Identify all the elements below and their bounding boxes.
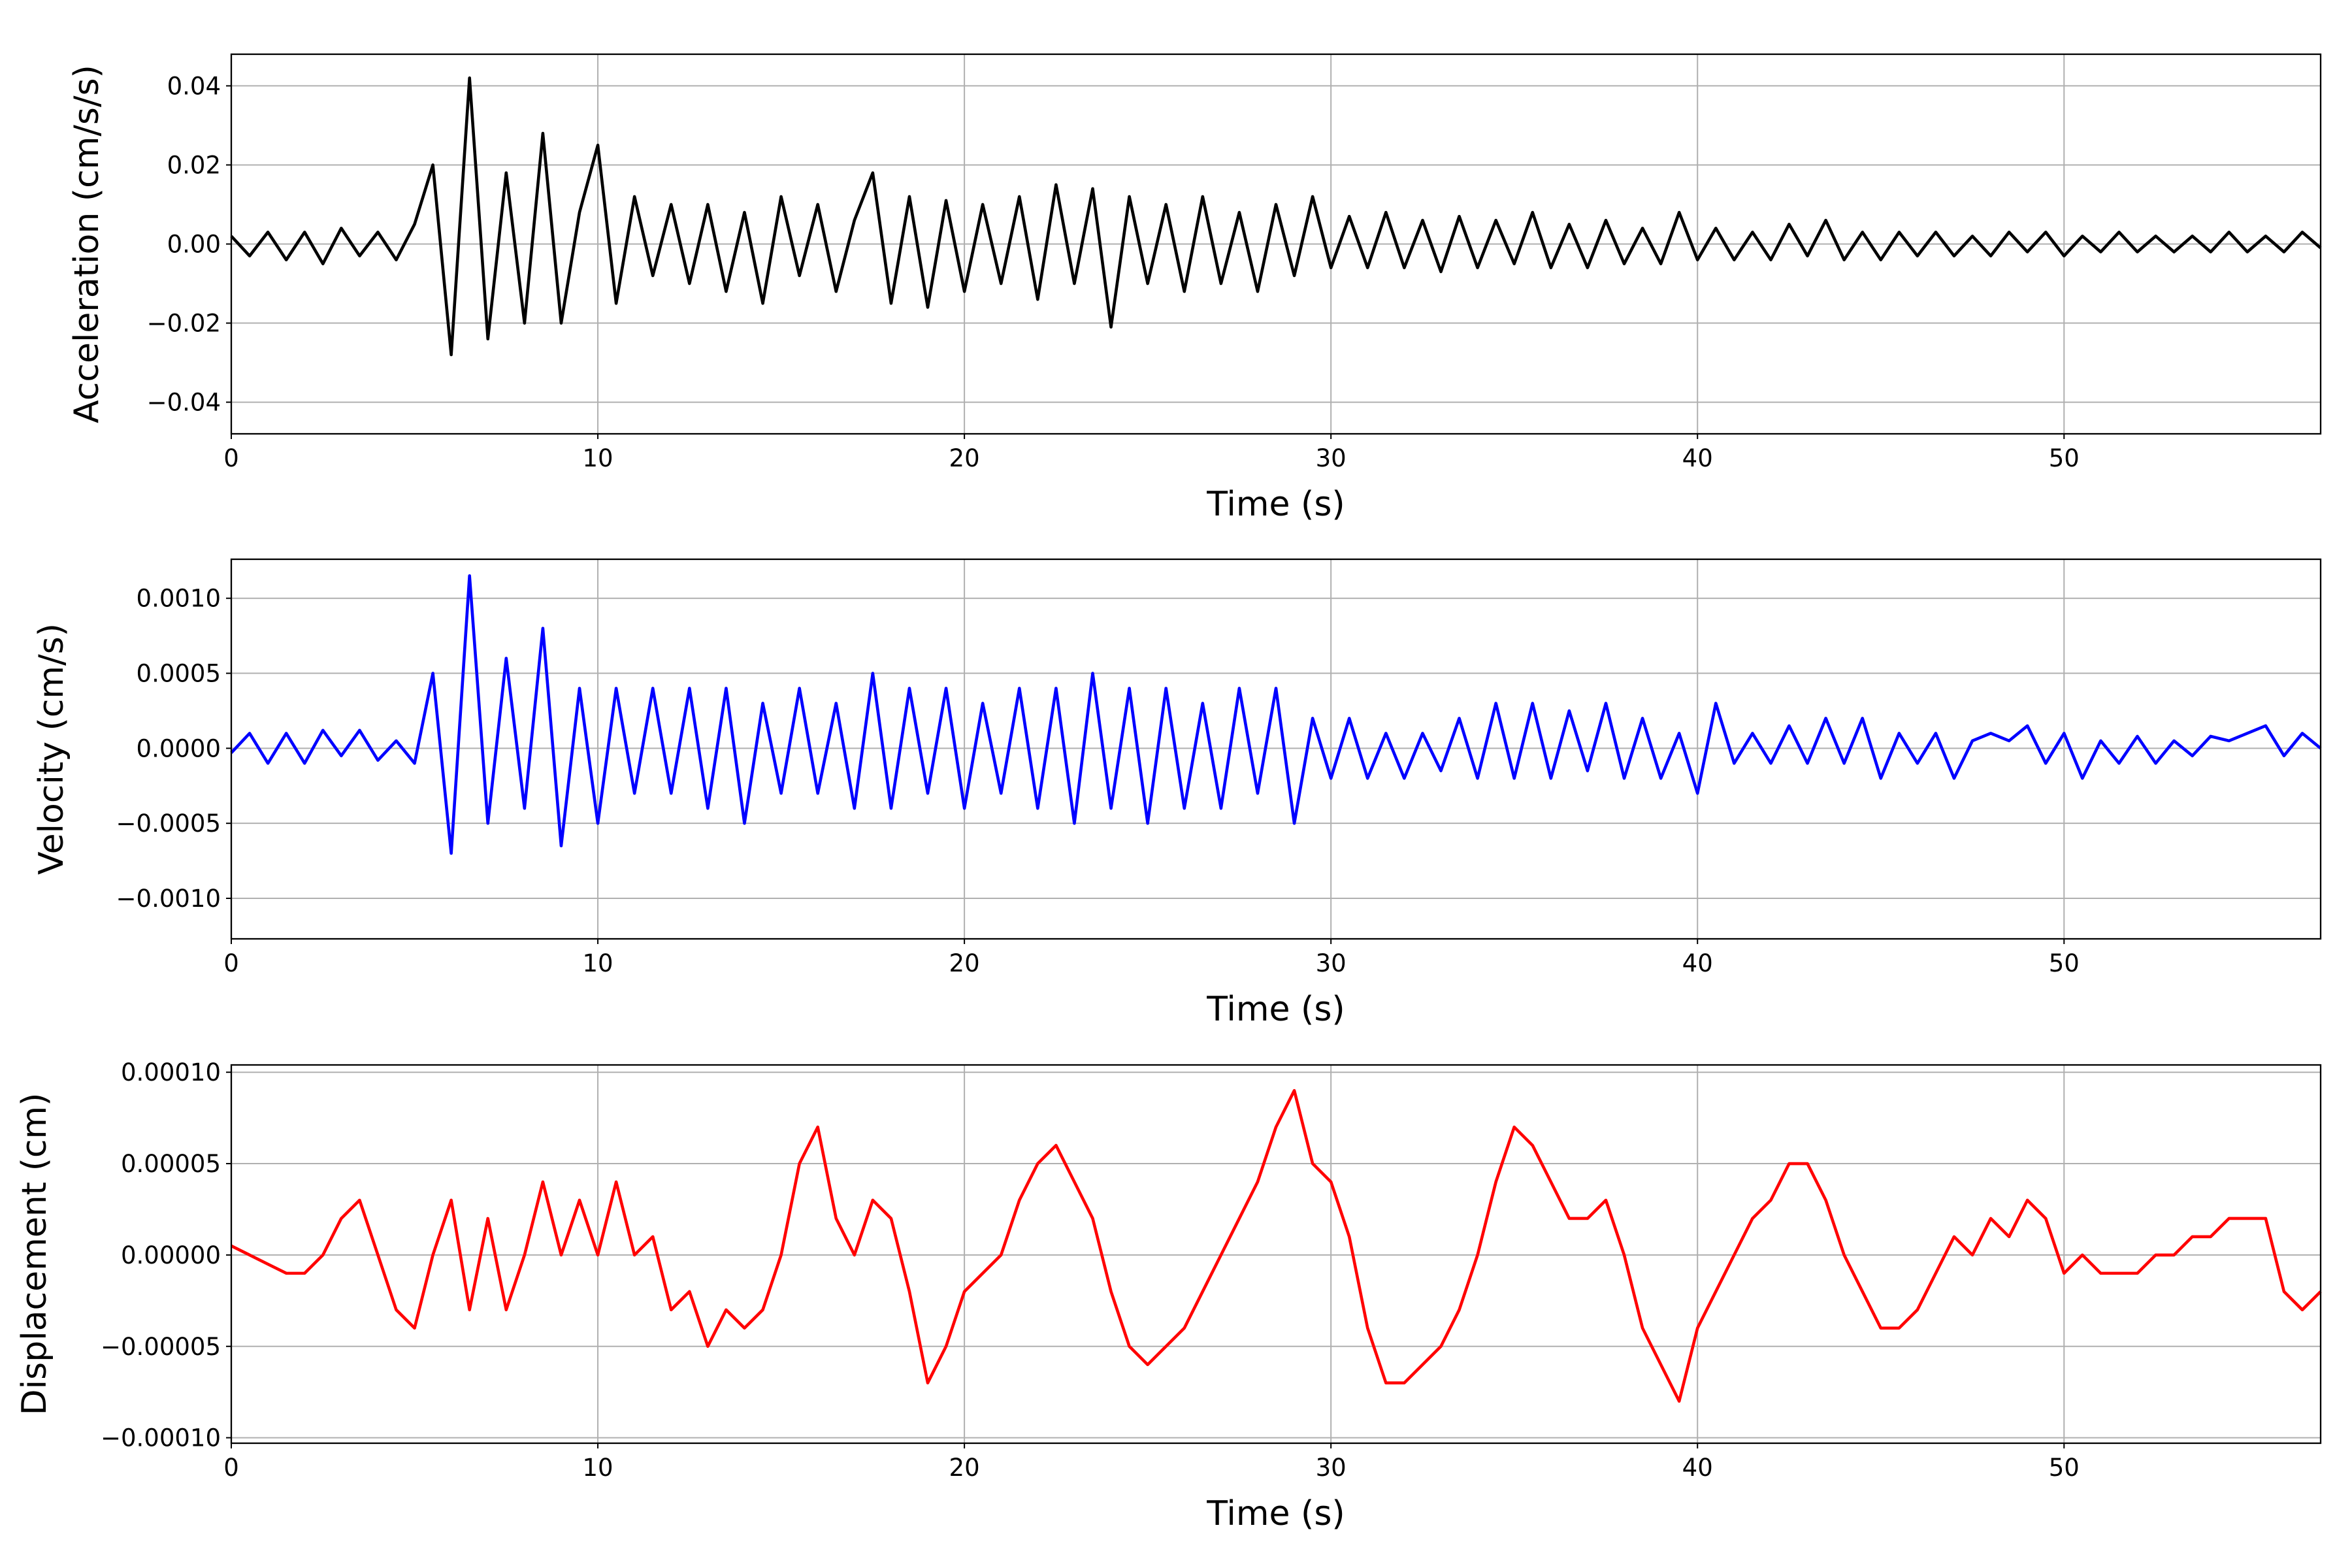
y-tick-label: −0.00010 (101, 1424, 221, 1452)
x-tick-label: 40 (1682, 1454, 1713, 1482)
y-tick-label: −0.0010 (116, 885, 221, 913)
y-tick-label: −0.00005 (101, 1333, 221, 1361)
y-tick-label: −0.0005 (116, 809, 221, 838)
y-tick-label: 0.0010 (137, 585, 221, 613)
axes-frame (230, 1064, 2322, 1445)
y-tick-label: 0.00005 (121, 1150, 221, 1178)
x-tick-label: 40 (1682, 949, 1713, 977)
data-line (230, 76, 2322, 357)
x-tick-label: 40 (1682, 444, 1713, 472)
x-tick-label: 30 (1316, 1454, 1347, 1482)
x-tick-label: 50 (2049, 444, 2080, 472)
x-axis-label: Time (s) (1206, 485, 1345, 524)
y-tick-label: −0.04 (147, 389, 221, 417)
y-tick-label: 0.04 (167, 72, 221, 100)
y-tick-label: 0.00000 (121, 1241, 221, 1269)
x-axis-label: Time (s) (1206, 990, 1345, 1029)
axes-frame (230, 53, 2322, 435)
x-tick-label: 50 (2049, 1454, 2080, 1482)
x-tick-label: 0 (223, 949, 239, 977)
x-tick-label: 50 (2049, 949, 2080, 977)
x-tick-label: 20 (949, 444, 980, 472)
x-tick-label: 10 (583, 949, 613, 977)
x-tick-label: 0 (223, 1454, 239, 1482)
x-tick-label: 30 (1316, 949, 1347, 977)
y-axis-label: Velocity (cm/s) (32, 623, 71, 875)
x-tick-label: 10 (583, 444, 613, 472)
axes-frame (230, 558, 2322, 940)
y-tick-label: −0.02 (147, 310, 221, 338)
y-tick-label: 0.00 (167, 231, 221, 259)
data-line (230, 574, 2322, 855)
y-tick-label: 0.02 (167, 151, 221, 179)
y-axis-label: Acceleration (cm/s/s) (67, 65, 106, 423)
x-tick-label: 20 (949, 949, 980, 977)
x-tick-label: 0 (223, 444, 239, 472)
y-tick-label: 0.00010 (121, 1058, 221, 1086)
x-tick-label: 30 (1316, 444, 1347, 472)
x-tick-label: 20 (949, 1454, 980, 1482)
data-line (230, 1088, 2322, 1403)
y-tick-label: 0.0005 (137, 660, 221, 688)
y-axis-label: Displacement (cm) (15, 1093, 54, 1416)
x-axis-label: Time (s) (1206, 1494, 1345, 1533)
y-tick-label: 0.0000 (137, 734, 221, 762)
x-tick-label: 10 (583, 1454, 613, 1482)
